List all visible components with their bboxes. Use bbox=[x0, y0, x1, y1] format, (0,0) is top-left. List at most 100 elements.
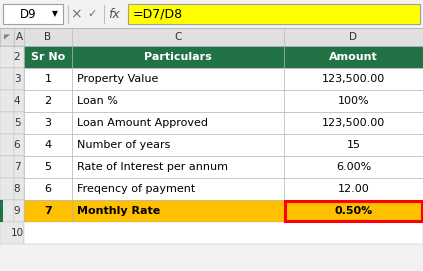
Bar bbox=[284, 134, 423, 156]
Bar bbox=[284, 178, 423, 200]
Bar bbox=[284, 68, 423, 90]
Bar bbox=[0, 90, 24, 112]
Bar bbox=[24, 222, 423, 244]
Bar bbox=[0, 0, 423, 28]
Text: 9: 9 bbox=[14, 206, 20, 216]
Text: Amount: Amount bbox=[329, 52, 378, 62]
Text: Freqency of payment: Freqency of payment bbox=[77, 184, 195, 194]
Bar bbox=[24, 178, 72, 200]
Bar bbox=[0, 222, 24, 244]
Bar bbox=[0, 112, 14, 134]
Bar bbox=[0, 46, 14, 68]
Polygon shape bbox=[4, 34, 10, 40]
Bar bbox=[72, 90, 284, 112]
Bar bbox=[0, 178, 24, 200]
Bar bbox=[0, 68, 24, 90]
Bar bbox=[14, 68, 24, 90]
Text: 6.00%: 6.00% bbox=[336, 162, 371, 172]
Text: Monthly Rate: Monthly Rate bbox=[77, 206, 160, 216]
Bar bbox=[0, 28, 423, 46]
Text: 1: 1 bbox=[44, 74, 52, 84]
Bar bbox=[72, 68, 284, 90]
Bar bbox=[14, 46, 24, 68]
Bar bbox=[0, 68, 14, 90]
Bar bbox=[14, 112, 24, 134]
Bar bbox=[72, 112, 284, 134]
Text: Number of years: Number of years bbox=[77, 140, 170, 150]
Text: Loan %: Loan % bbox=[77, 96, 118, 106]
Text: 7: 7 bbox=[44, 206, 52, 216]
Text: Sr No: Sr No bbox=[31, 52, 65, 62]
Text: 123,500.00: 123,500.00 bbox=[322, 74, 385, 84]
Bar bbox=[0, 134, 14, 156]
Text: 12.00: 12.00 bbox=[338, 184, 369, 194]
Bar bbox=[0, 112, 24, 134]
Bar bbox=[0, 156, 14, 178]
Bar bbox=[72, 178, 284, 200]
Bar bbox=[14, 178, 24, 200]
Bar bbox=[24, 200, 72, 222]
Bar bbox=[14, 156, 24, 178]
Bar bbox=[14, 90, 24, 112]
Text: 6: 6 bbox=[14, 140, 20, 150]
Text: B: B bbox=[44, 32, 52, 42]
Bar bbox=[0, 178, 14, 200]
Text: 15: 15 bbox=[346, 140, 360, 150]
Bar bbox=[0, 156, 24, 178]
Bar bbox=[14, 200, 24, 222]
Text: fx: fx bbox=[108, 8, 120, 21]
Text: C: C bbox=[174, 32, 182, 42]
Text: 5: 5 bbox=[14, 118, 20, 128]
Text: 10: 10 bbox=[11, 228, 24, 238]
Text: 4: 4 bbox=[44, 140, 52, 150]
Text: 3: 3 bbox=[14, 74, 20, 84]
Text: Loan Amount Approved: Loan Amount Approved bbox=[77, 118, 208, 128]
Bar bbox=[284, 156, 423, 178]
Bar bbox=[24, 134, 72, 156]
Bar bbox=[284, 200, 423, 222]
Bar bbox=[0, 134, 24, 156]
Bar bbox=[72, 156, 284, 178]
Text: =D7/D8: =D7/D8 bbox=[133, 8, 183, 21]
Bar bbox=[0, 200, 14, 222]
Bar bbox=[72, 134, 284, 156]
Bar bbox=[14, 134, 24, 156]
Text: Property Value: Property Value bbox=[77, 74, 158, 84]
Bar bbox=[72, 46, 284, 68]
Text: 4: 4 bbox=[14, 96, 20, 106]
Text: ✓: ✓ bbox=[87, 9, 97, 19]
Bar bbox=[24, 46, 72, 68]
Bar bbox=[0, 200, 3, 222]
Bar bbox=[3, 4, 63, 24]
Bar bbox=[24, 90, 72, 112]
Bar bbox=[24, 156, 72, 178]
Bar bbox=[128, 4, 420, 24]
Text: ▼: ▼ bbox=[52, 9, 58, 18]
Text: 7: 7 bbox=[14, 162, 20, 172]
Text: 8: 8 bbox=[14, 184, 20, 194]
Bar bbox=[72, 200, 284, 222]
Text: Rate of Interest per annum: Rate of Interest per annum bbox=[77, 162, 228, 172]
Text: 3: 3 bbox=[44, 118, 52, 128]
Bar bbox=[0, 46, 24, 68]
Text: 6: 6 bbox=[44, 184, 52, 194]
Text: D9: D9 bbox=[20, 8, 36, 21]
Text: A: A bbox=[15, 32, 22, 42]
Text: Particulars: Particulars bbox=[144, 52, 212, 62]
Text: ×: × bbox=[70, 7, 82, 21]
Bar bbox=[285, 201, 422, 221]
Bar bbox=[24, 68, 72, 90]
Text: 2: 2 bbox=[44, 96, 52, 106]
Bar bbox=[0, 200, 24, 222]
Text: 5: 5 bbox=[44, 162, 52, 172]
Bar bbox=[24, 112, 72, 134]
Bar bbox=[284, 112, 423, 134]
Text: 2: 2 bbox=[14, 52, 20, 62]
Text: 0.50%: 0.50% bbox=[334, 206, 373, 216]
Text: D: D bbox=[349, 32, 357, 42]
Text: 100%: 100% bbox=[338, 96, 369, 106]
Bar bbox=[284, 90, 423, 112]
Bar bbox=[284, 46, 423, 68]
Bar bbox=[0, 90, 14, 112]
Text: 123,500.00: 123,500.00 bbox=[322, 118, 385, 128]
